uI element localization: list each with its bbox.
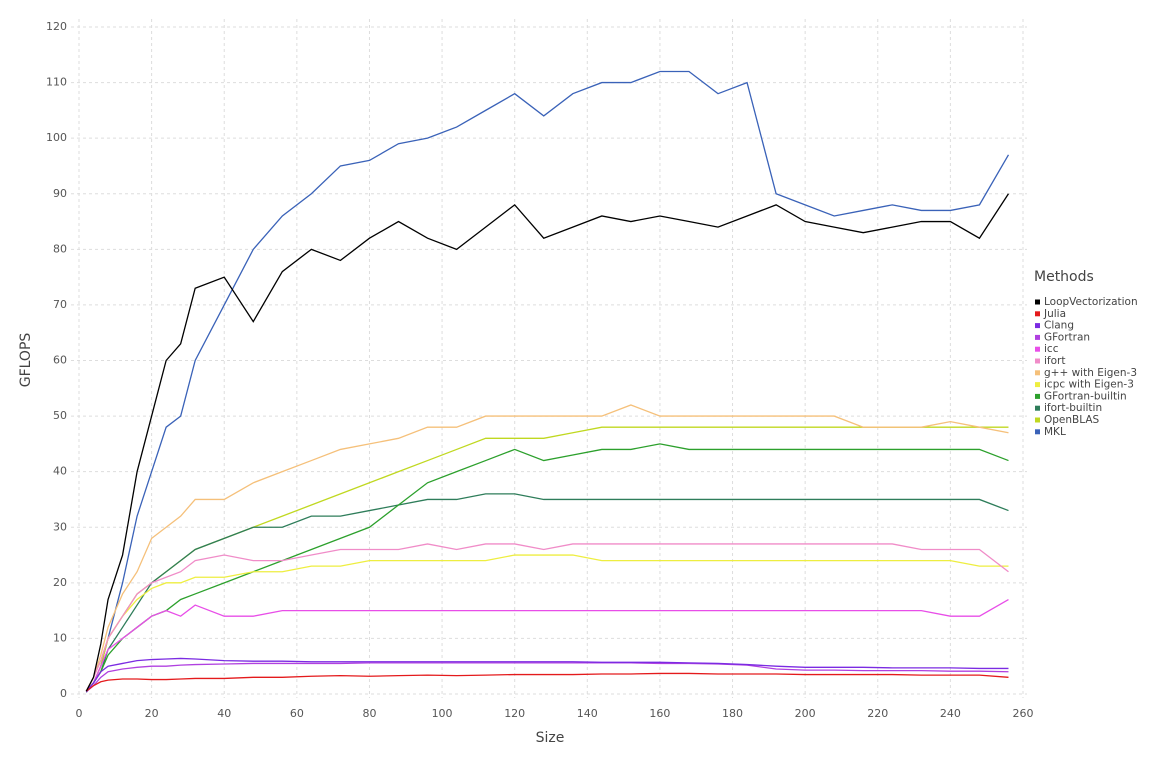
y-tick-label: 110 [46, 76, 67, 89]
legend-label: icpc with Eigen-3 [1044, 379, 1134, 391]
y-tick-label: 40 [53, 465, 67, 478]
legend-label: ifort-builtin [1044, 402, 1102, 414]
legend-swatch [1035, 358, 1040, 364]
series-line [85, 598, 1009, 692]
x-tick-label: 120 [504, 707, 525, 720]
y-tick-label: 20 [53, 576, 67, 589]
y-tick-label: 10 [53, 631, 67, 644]
y-tick-label: 90 [53, 187, 67, 200]
x-tick-label: 80 [362, 707, 376, 720]
x-tick-label: 140 [577, 707, 598, 720]
x-tick-label: 100 [432, 707, 453, 720]
x-axis-label: Size [536, 730, 565, 746]
legend-label: GFortran [1044, 331, 1090, 343]
series-line [85, 404, 1009, 692]
y-tick-label: 70 [53, 298, 67, 311]
series-line [85, 193, 1010, 692]
y-tick-label: 60 [53, 354, 67, 367]
y-tick-label: 120 [46, 20, 67, 33]
x-tick-label: 220 [867, 707, 888, 720]
x-tick-label: 200 [795, 707, 816, 720]
series-line [85, 662, 1009, 693]
legend-swatch [1035, 405, 1040, 411]
legend-swatch [1035, 299, 1040, 305]
legend-label: GFortran-builtin [1044, 390, 1127, 402]
y-tick-label: 100 [46, 131, 67, 144]
legend-swatch [1035, 323, 1040, 329]
legend-label: Clang [1044, 320, 1074, 332]
series-line [85, 672, 1009, 692]
legend-label: OpenBLAS [1044, 414, 1100, 426]
legend-label: MKL [1044, 426, 1066, 438]
legend-swatch [1035, 370, 1040, 376]
legend-swatch [1035, 393, 1040, 399]
y-tick-label: 80 [53, 242, 67, 255]
legend-label: icc [1044, 343, 1059, 355]
x-tick-label: 160 [649, 707, 670, 720]
x-tick-label: 180 [722, 707, 743, 720]
series-line [85, 657, 1009, 692]
legend-swatch [1035, 429, 1040, 435]
legend-swatch [1035, 382, 1040, 388]
y-axis-label: GFLOPS [18, 333, 34, 388]
legend-label: ifort [1044, 355, 1065, 367]
y-tick-label: 30 [53, 520, 67, 533]
x-tick-label: 60 [290, 707, 304, 720]
x-tick-label: 20 [145, 707, 159, 720]
legend-swatch [1035, 417, 1040, 423]
x-tick-label: 260 [1013, 707, 1034, 720]
legend-title: Methods [1034, 269, 1094, 285]
legend-swatch [1035, 334, 1040, 340]
legend-label: g++ with Eigen-3 [1044, 367, 1137, 379]
x-tick-label: 240 [940, 707, 961, 720]
series-line [85, 70, 1010, 693]
legend-label: Julia [1043, 308, 1066, 320]
legend-label: LoopVectorization [1044, 296, 1138, 308]
series-line [85, 554, 1009, 692]
x-tick-label: 0 [76, 707, 83, 720]
series-line [85, 543, 1009, 692]
x-tick-label: 40 [217, 707, 231, 720]
legend-swatch [1035, 346, 1040, 352]
y-tick-label: 0 [60, 687, 67, 700]
series-line [85, 493, 1009, 692]
legend-swatch [1035, 311, 1040, 317]
y-tick-label: 50 [53, 409, 67, 422]
